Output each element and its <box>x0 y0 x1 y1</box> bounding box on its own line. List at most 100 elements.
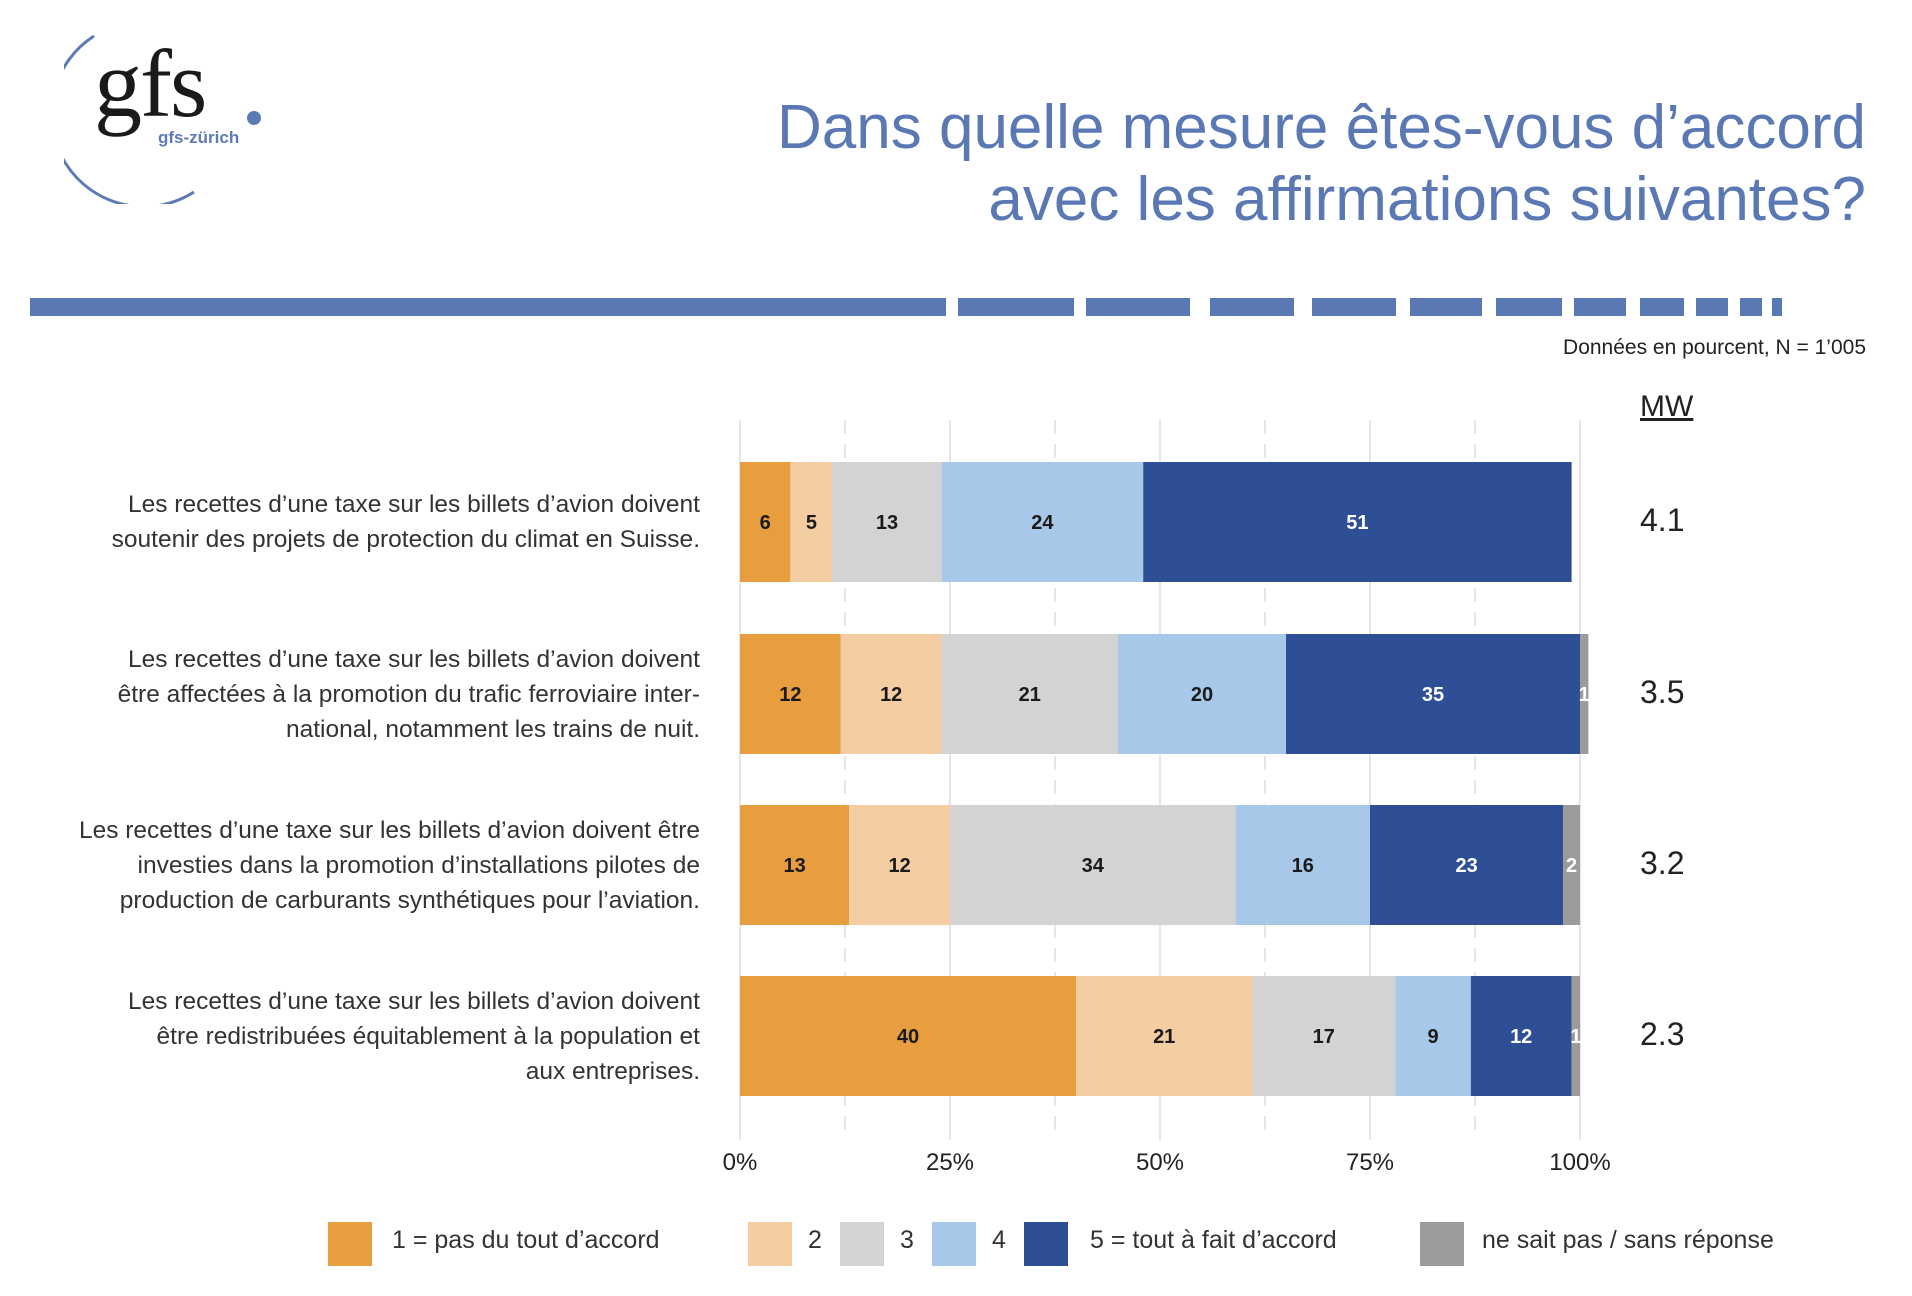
bar-value-label: 13 <box>876 512 898 534</box>
row-label-line: être redistribuées équitablement à la po… <box>156 1022 700 1050</box>
rule-segment-0 <box>30 298 946 316</box>
legend-swatch <box>932 1222 976 1266</box>
x-tick-label: 0% <box>723 1149 758 1176</box>
title-line-2: avec les affirmations suivantes? <box>988 165 1866 234</box>
logo-sub-text: gfs-zürich <box>158 128 240 147</box>
page-title: Dans quelle mesure êtes-vous d’accord av… <box>666 92 1866 236</box>
legend-label: 1 = pas du tout d’accord <box>392 1226 660 1254</box>
bar-segment <box>941 634 1118 754</box>
legend-label: ne sait pas / sans réponse <box>1482 1226 1774 1254</box>
row-label-line: aux entreprises. <box>525 1057 700 1085</box>
gfs-logo: gfs gfs-zürich <box>64 24 264 204</box>
bar-value-label: 51 <box>1346 512 1368 534</box>
rule-segment-11 <box>1772 298 1782 316</box>
bar-segment <box>950 805 1236 925</box>
row-label-line: être affectées à la promotion du trafic … <box>117 680 700 708</box>
bar-segment <box>790 462 833 582</box>
legend-label: 3 <box>900 1226 914 1254</box>
bar-segment <box>740 805 850 925</box>
bar-value-label: 13 <box>783 855 805 877</box>
bar-segment <box>832 462 942 582</box>
bar-segment <box>1370 805 1564 925</box>
mw-header: MW <box>1640 390 1694 423</box>
bar-value-label: 17 <box>1313 1026 1335 1048</box>
legend-swatch <box>1420 1222 1464 1266</box>
bar-segment <box>1076 976 1253 1096</box>
row-label: Les recettes d’une taxe sur les billets … <box>40 813 700 918</box>
bar-value-label: 21 <box>1019 684 1041 706</box>
mw-value: 3.5 <box>1640 674 1685 710</box>
bar-value-label: 23 <box>1455 855 1477 877</box>
row-label: Les recettes d’une taxe sur les billets … <box>40 642 700 747</box>
data-note: Données en pourcent, N = 1’005 <box>1563 336 1866 359</box>
bar-value-label: 9 <box>1427 1026 1438 1048</box>
mw-value: 2.3 <box>1640 1016 1685 1052</box>
row-label: Les recettes d’une taxe sur les billets … <box>40 487 700 557</box>
legend-swatch <box>1024 1222 1068 1266</box>
bar-value-label: 24 <box>1031 512 1054 534</box>
row-label-line: Les recettes d’une taxe sur les billets … <box>128 491 700 518</box>
row-label-line: Les recettes d’une taxe sur les billets … <box>78 816 700 844</box>
x-tick-label: 100% <box>1549 1149 1610 1176</box>
legend-swatch <box>748 1222 792 1266</box>
row-label: Les recettes d’une taxe sur les billets … <box>40 984 700 1089</box>
bar-value-label: 35 <box>1422 684 1444 706</box>
x-tick-label: 25% <box>926 1149 974 1176</box>
rule-segment-4 <box>1312 298 1396 316</box>
bar-segment <box>740 634 841 754</box>
rule-segment-5 <box>1410 298 1482 316</box>
bar-value-label: 40 <box>897 1026 919 1048</box>
rule-segment-8 <box>1640 298 1684 316</box>
bar-value-label: 21 <box>1153 1026 1175 1048</box>
bar-value-label: 20 <box>1191 684 1213 706</box>
bar-value-label: 1 <box>1579 684 1590 706</box>
legend-label: 2 <box>808 1226 822 1254</box>
logo-arc <box>64 34 261 204</box>
rule-segment-3 <box>1210 298 1294 316</box>
mw-value: 3.2 <box>1640 845 1685 881</box>
rule-segment-10 <box>1740 298 1762 316</box>
legend-label: 4 <box>992 1226 1006 1254</box>
bar-value-label: 5 <box>806 512 817 534</box>
bar-segment <box>1143 462 1572 582</box>
row-label-line: soutenir des projets de protection du cl… <box>111 526 700 553</box>
row-label-line: Les recettes d’une taxe sur les billets … <box>128 645 700 673</box>
bar-value-label: 12 <box>1510 1026 1532 1048</box>
mw-value: 4.1 <box>1640 502 1685 538</box>
bar-segment <box>1580 634 1589 754</box>
rule-segment-7 <box>1574 298 1626 316</box>
bar-segment <box>849 805 950 925</box>
bar-segment <box>1563 805 1580 925</box>
row-label-line: production de carburants synthétiques po… <box>119 886 700 914</box>
bar-segment <box>740 976 1076 1096</box>
dashed-rule <box>30 298 1782 316</box>
rule-segment-9 <box>1696 298 1728 316</box>
bar-segment <box>1118 634 1286 754</box>
rule-segment-2 <box>1086 298 1190 316</box>
bar-value-label: 12 <box>880 684 902 706</box>
bar-segment <box>1395 976 1471 1096</box>
rule-segment-6 <box>1496 298 1562 316</box>
bar-value-label: 16 <box>1292 855 1314 877</box>
bar-segment <box>1252 976 1396 1096</box>
title-line-1: Dans quelle mesure êtes-vous d’accord <box>777 93 1866 162</box>
bar-segment <box>1286 634 1580 754</box>
bar-value-label: 2 <box>1566 855 1577 877</box>
bar-value-label: 34 <box>1082 855 1105 877</box>
row-label-line: national, notamment les trains de nuit. <box>285 715 700 743</box>
x-tick-label: 75% <box>1346 1149 1394 1176</box>
bar-segment <box>1470 976 1572 1096</box>
logo-main-text: gfs <box>94 30 207 137</box>
legend-label: 5 = tout à fait d’accord <box>1090 1226 1337 1254</box>
bar-value-label: 12 <box>779 684 801 706</box>
row-label-line: investies dans la promotion d’installati… <box>137 851 700 879</box>
x-tick-label: 50% <box>1136 1149 1184 1176</box>
bar-value-label: 1 <box>1570 1026 1581 1048</box>
legend-swatch <box>328 1222 372 1266</box>
row-label-line: Les recettes d’une taxe sur les billets … <box>128 987 700 1015</box>
bar-segment <box>1235 805 1370 925</box>
bar-segment <box>740 462 791 582</box>
bar-segment <box>840 634 942 754</box>
bar-segment <box>1571 976 1580 1096</box>
